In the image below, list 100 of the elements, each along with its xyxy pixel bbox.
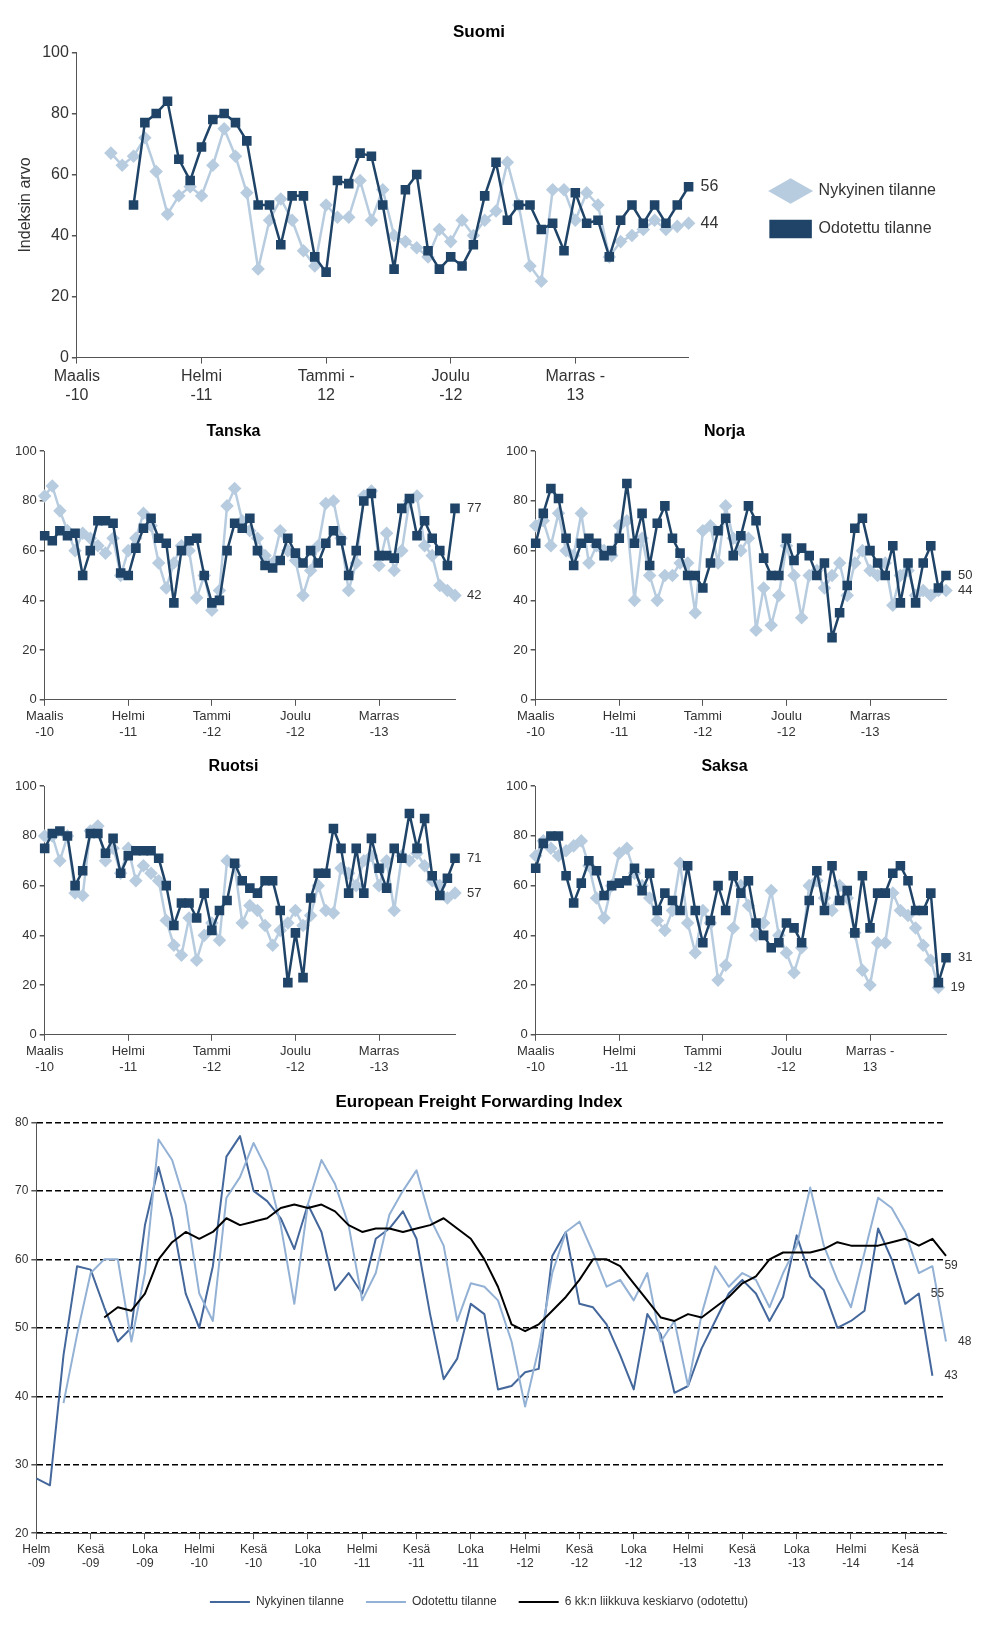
x-tick-label: Loka -11	[457, 1541, 485, 1571]
y-tick-label: 20	[513, 641, 528, 657]
data-label: 56	[700, 177, 719, 195]
x-tick-label: Maalis -10	[25, 1043, 64, 1074]
y-tick-label: 0	[29, 1026, 37, 1042]
y-tick-label: 40	[22, 591, 37, 607]
y-tick-label: 100	[14, 442, 37, 458]
x-tick-label: Helm -09	[22, 1541, 51, 1571]
y-tick-label: 0	[520, 1026, 528, 1042]
x-tick-label: Marras -13	[358, 1043, 400, 1074]
x-tick-label: Maalis -10	[25, 708, 64, 739]
x-tick-label: Kesä -13	[728, 1541, 757, 1571]
chart-title: Norja	[704, 422, 746, 440]
y-tick-label: 0	[59, 348, 69, 366]
y-tick-label: 80	[22, 492, 37, 508]
data-label: 48	[958, 1333, 972, 1348]
x-tick-label: Joulu -12	[770, 708, 802, 739]
y-axis-title: Indeksin arvo	[16, 157, 34, 253]
y-tick-label: 30	[14, 1457, 29, 1472]
y-tick-label: 100	[14, 777, 37, 793]
y-tick-label: 100	[505, 777, 528, 793]
chart-title: European Freight Forwarding Index	[335, 1091, 624, 1111]
data-label: 55	[930, 1285, 945, 1300]
data-label: 42	[467, 586, 482, 602]
x-tick-label: Maalis -10	[516, 1043, 555, 1074]
y-tick-label: 20	[22, 641, 37, 657]
x-tick-label: Loka -12	[620, 1541, 648, 1571]
x-tick-label: Marras -13	[849, 708, 891, 739]
data-label: 71	[467, 849, 482, 865]
chart-title: Saksa	[701, 757, 748, 775]
x-tick-label: Marras -13	[358, 708, 400, 739]
y-tick-label: 20	[14, 1525, 29, 1540]
legend-label: Nykyinen tilanne	[255, 1594, 345, 1609]
x-tick-label: Joulu -12	[431, 366, 470, 403]
y-tick-label: 40	[513, 926, 528, 942]
x-tick-label: Maalis -10	[516, 708, 555, 739]
x-tick-label: Joulu -12	[279, 708, 311, 739]
y-tick-label: 80	[14, 1114, 29, 1129]
x-tick-label: Kesä -09	[76, 1541, 105, 1571]
y-tick-label: 80	[51, 103, 69, 121]
y-tick-label: 80	[513, 492, 528, 508]
chart-title: Tanska	[206, 422, 261, 440]
data-label: 44	[700, 213, 719, 231]
y-tick-label: 0	[29, 691, 37, 707]
legend-label: Odotettu tilanne	[818, 219, 932, 237]
x-tick-label: Kesä -10	[239, 1541, 268, 1571]
legend-label: Nykyinen tilanne	[818, 181, 937, 199]
x-tick-label: Tammi -12	[683, 708, 723, 739]
x-tick-label: Helmi -11	[602, 1043, 636, 1074]
x-tick-label: Tammi -12	[192, 1043, 232, 1074]
y-tick-label: 40	[22, 926, 37, 942]
x-tick-label: Kesä -14	[891, 1541, 920, 1571]
x-tick-label: Marras - 13	[545, 366, 606, 403]
x-tick-label: Loka -09	[131, 1541, 159, 1571]
y-tick-label: 20	[51, 286, 69, 304]
y-tick-label: 40	[51, 225, 69, 243]
y-tick-label: 100	[505, 442, 528, 458]
legend-label: 6 kk:n liikkuva keskiarvo (odotettu)	[564, 1594, 749, 1609]
y-tick-label: 20	[22, 976, 37, 992]
data-label: 44	[958, 582, 973, 598]
x-tick-label: Helmi -11	[111, 1043, 145, 1074]
data-label: 77	[467, 499, 482, 515]
chart-title: Suomi	[453, 21, 505, 41]
y-tick-label: 60	[22, 877, 37, 893]
x-tick-label: Helmi -14	[835, 1541, 867, 1571]
x-tick-label: Marras - 13	[845, 1043, 895, 1074]
x-tick-label: Loka -13	[783, 1541, 810, 1571]
y-tick-label: 70	[14, 1183, 29, 1198]
x-tick-label: Tammi - 12	[297, 366, 355, 403]
x-tick-label: Helmi -11	[602, 708, 636, 739]
chart-title: Ruotsi	[208, 757, 259, 775]
x-tick-label: Helmi -11	[346, 1541, 378, 1571]
y-tick-label: 100	[42, 42, 69, 60]
y-tick-label: 80	[513, 827, 528, 843]
x-tick-label: Kesä -12	[565, 1541, 594, 1571]
y-tick-label: 60	[22, 542, 37, 558]
data-label: 19	[950, 979, 965, 995]
x-tick-label: Maalis -10	[53, 366, 101, 403]
data-label: 57	[467, 884, 482, 900]
x-tick-label: Joulu -12	[770, 1043, 802, 1074]
data-label: 59	[944, 1258, 959, 1273]
x-tick-label: Loka -10	[294, 1541, 322, 1571]
y-tick-label: 60	[51, 164, 69, 182]
x-tick-label: Helmi -12	[509, 1541, 541, 1571]
y-tick-label: 80	[22, 827, 37, 843]
y-tick-label: 60	[513, 542, 528, 558]
y-tick-label: 60	[14, 1251, 29, 1266]
data-label: 31	[958, 949, 973, 965]
x-tick-label: Helmi -10	[183, 1541, 215, 1571]
x-tick-label: Helmi -11	[181, 366, 222, 403]
x-tick-label: Tammi -12	[192, 708, 232, 739]
x-tick-label: Tammi -12	[683, 1043, 723, 1074]
x-tick-label: Joulu -12	[279, 1043, 311, 1074]
y-tick-label: 40	[14, 1388, 29, 1403]
data-label: 43	[944, 1368, 959, 1383]
y-tick-label: 60	[513, 877, 528, 893]
y-tick-label: 0	[520, 691, 528, 707]
x-tick-label: Helmi -11	[111, 708, 145, 739]
y-tick-label: 50	[14, 1320, 29, 1335]
x-tick-label: Kesä -11	[402, 1541, 431, 1571]
